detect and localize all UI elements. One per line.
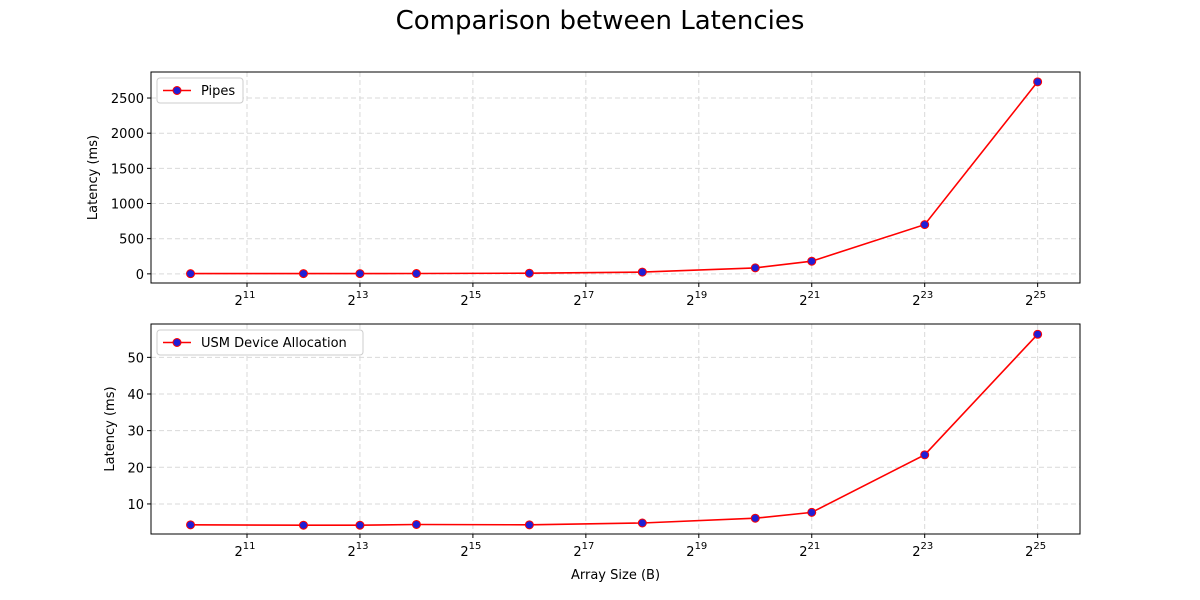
- legend-box: [156, 77, 244, 104]
- x-tick-label: 219: [686, 290, 707, 309]
- x-tick-exponent: 17: [582, 290, 595, 301]
- y-tick-label: 0: [136, 268, 144, 283]
- x-tick-label: 225: [1025, 290, 1046, 309]
- data-point: [807, 507, 817, 517]
- x-tick-label: 211: [234, 541, 255, 560]
- data-point: [920, 450, 930, 460]
- y-tick-label: 30: [127, 425, 144, 440]
- x-tick-exponent: 11: [243, 541, 256, 552]
- y-axis-label: Latency (ms): [103, 386, 118, 471]
- x-tick-exponent: 19: [695, 290, 708, 301]
- x-tick-exponent: 15: [469, 290, 482, 301]
- data-point: [524, 520, 534, 530]
- subplot-2: 211 213 215 217 219 221 223 225 10 20 30 40 50 Latenc…: [103, 323, 1081, 583]
- y-tick-label: 50: [127, 351, 144, 366]
- data-point: [750, 513, 760, 523]
- y-tick-label: 1500: [111, 162, 144, 177]
- legend-marker: [172, 86, 182, 95]
- legend-box: [156, 329, 364, 356]
- x-tick-exponent: 23: [920, 541, 933, 552]
- x-tick-label: 223: [912, 290, 933, 309]
- legend-marker: [172, 338, 182, 347]
- x-tick-label: 225: [1025, 541, 1046, 560]
- data-point: [1033, 77, 1043, 87]
- data-point: [298, 269, 308, 279]
- y-tick-label: 2500: [111, 92, 144, 107]
- x-tick-label: 221: [799, 290, 820, 309]
- x-tick-label: 211: [234, 290, 255, 309]
- x-tick-label: 223: [912, 541, 933, 560]
- x-tick-label: 215: [460, 541, 481, 560]
- data-point: [920, 220, 930, 230]
- data-point: [186, 269, 196, 279]
- data-point: [807, 256, 817, 266]
- x-tick-label: 221: [799, 541, 820, 560]
- data-point: [1033, 329, 1043, 339]
- x-tick-label: 213: [347, 541, 368, 560]
- x-tick-label: 217: [573, 541, 594, 560]
- data-point: [411, 269, 421, 279]
- x-tick-label: 219: [686, 541, 707, 560]
- y-tick-label: 40: [127, 388, 144, 403]
- y-tick-label: 1000: [111, 198, 144, 213]
- data-point: [750, 263, 760, 273]
- x-tick-exponent: 17: [582, 541, 595, 552]
- data-point: [524, 268, 534, 278]
- y-tick-label: 2000: [111, 127, 144, 142]
- y-tick-label: 10: [127, 498, 144, 513]
- data-point: [355, 520, 365, 530]
- x-tick-exponent: 25: [1033, 290, 1046, 301]
- data-point: [411, 519, 421, 529]
- legend-label: Pipes: [201, 84, 235, 99]
- x-tick-exponent: 21: [808, 541, 821, 552]
- data-point: [637, 518, 647, 528]
- plot-frame: [150, 71, 1081, 284]
- x-tick-exponent: 19: [695, 541, 708, 552]
- data-point: [637, 267, 647, 277]
- figure-title: Comparison between Latencies: [395, 6, 805, 36]
- x-tick-exponent: 23: [920, 290, 933, 301]
- x-tick-exponent: 21: [808, 290, 821, 301]
- x-tick-label: 213: [347, 290, 368, 309]
- data-point: [355, 269, 365, 279]
- x-tick-exponent: 25: [1033, 541, 1046, 552]
- data-point: [186, 520, 196, 530]
- y-tick-label: 500: [119, 233, 144, 248]
- subplot-1: 211 213 215 217 219 221 223 225 0 500 1000 1500 2000…: [86, 71, 1081, 309]
- x-axis-label: Array Size (B): [571, 568, 660, 583]
- x-tick-label: 215: [460, 290, 481, 309]
- x-tick-exponent: 13: [356, 290, 369, 301]
- plot-frame: [150, 323, 1081, 535]
- x-tick-label: 217: [573, 290, 594, 309]
- x-tick-exponent: 13: [356, 541, 369, 552]
- y-tick-label: 20: [127, 461, 144, 476]
- data-point: [298, 520, 308, 530]
- series-line: [190, 333, 1039, 527]
- legend-label: USM Device Allocation: [201, 336, 347, 351]
- y-axis-label: Latency (ms): [86, 135, 101, 220]
- series-line: [190, 81, 1039, 275]
- x-tick-exponent: 11: [243, 290, 256, 301]
- x-tick-exponent: 15: [469, 541, 482, 552]
